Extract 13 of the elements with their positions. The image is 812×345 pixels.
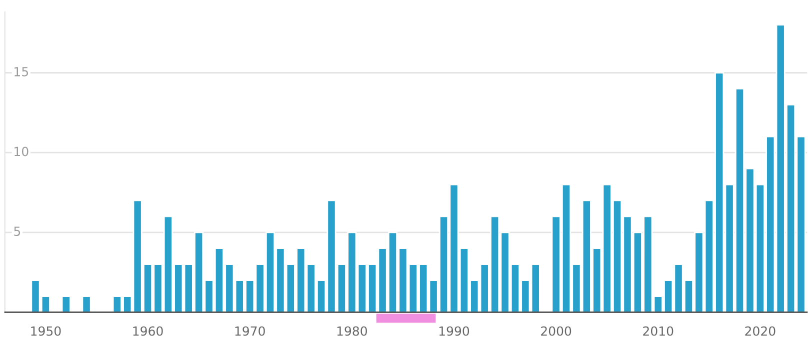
- x-tick-label: 2020: [745, 326, 776, 336]
- bar: [61, 296, 71, 312]
- x-tick-label: 1990: [439, 326, 470, 336]
- y-tick-label: 15: [14, 67, 28, 76]
- x-tick-label: 2010: [643, 326, 674, 336]
- x-tick-label: 1970: [235, 326, 265, 336]
- x-tick-label: 1950: [31, 326, 61, 336]
- bar: [82, 296, 92, 312]
- x-tick-label: 1960: [133, 326, 163, 336]
- x-tick-label: 1980: [337, 326, 367, 336]
- x-tick-label: 2000: [541, 326, 572, 336]
- y-tick-label: 10: [14, 146, 28, 156]
- y-tick-label: 5: [14, 226, 20, 236]
